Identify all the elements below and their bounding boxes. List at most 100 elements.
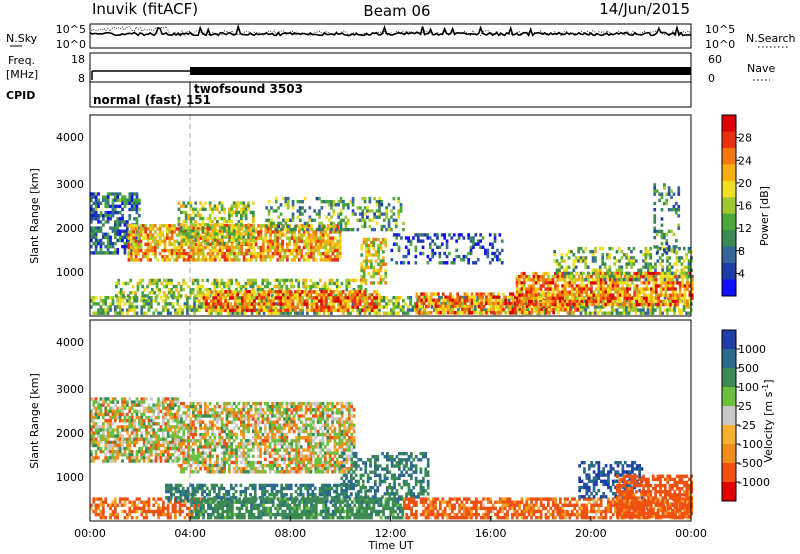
heatmap-cell <box>180 226 183 230</box>
heatmap-cell <box>142 503 146 507</box>
heatmap-cell <box>324 239 328 243</box>
heatmap-cell <box>133 500 136 504</box>
heatmap-cell <box>266 248 270 253</box>
heatmap-cell <box>279 296 283 300</box>
heatmap-cell <box>319 278 322 283</box>
heatmap-cell <box>596 305 600 309</box>
heatmap-cell <box>633 287 636 291</box>
heatmap-cell <box>145 311 148 315</box>
heatmap-cell <box>678 299 682 304</box>
heatmap-cell <box>130 227 133 231</box>
heatmap-cell <box>594 250 597 254</box>
heatmap-cell <box>367 259 371 263</box>
heatmap-cell <box>130 500 134 504</box>
heatmap-cell <box>174 296 177 300</box>
heatmap-cell <box>127 255 131 259</box>
heatmap-cell <box>438 245 442 249</box>
heatmap-cell <box>602 290 605 294</box>
heatmap-cell <box>102 198 105 202</box>
heatmap-cell <box>187 245 191 250</box>
heatmap-cell <box>185 236 188 240</box>
heatmap-cell <box>123 248 127 252</box>
heatmap-cell <box>295 278 298 283</box>
heatmap-cell <box>288 239 292 243</box>
heatmap-cell <box>654 274 657 279</box>
heatmap-cell <box>632 277 636 282</box>
heatmap-cell <box>532 278 536 282</box>
heatmap-cell <box>594 275 598 279</box>
heatmap-cell <box>476 239 480 243</box>
heatmap-cell <box>262 239 265 243</box>
heatmap-cell <box>457 236 461 240</box>
heatmap-cell <box>123 220 127 224</box>
heatmap-cell <box>335 278 339 283</box>
heatmap-cell <box>668 305 672 309</box>
heatmap-cell <box>233 302 237 306</box>
heatmap-cell <box>314 230 318 234</box>
heatmap-cell <box>240 216 243 221</box>
heatmap-cell <box>118 229 122 233</box>
heatmap-cell <box>226 305 230 309</box>
heatmap-cell <box>187 252 191 256</box>
heatmap-cell <box>99 248 103 252</box>
heatmap-cell <box>170 233 174 237</box>
heatmap-cell <box>673 305 676 309</box>
heatmap-cell <box>187 226 190 230</box>
heatmap-cell <box>577 259 580 263</box>
heatmap-cell <box>302 281 305 286</box>
heatmap-cell <box>662 287 665 291</box>
heatmap-cell <box>92 251 96 255</box>
colorbar-swatch <box>722 246 736 264</box>
heatmap-cell <box>475 311 479 315</box>
heatmap-cell <box>597 293 600 297</box>
heatmap-cell <box>637 277 640 282</box>
heatmap-cell <box>245 299 249 303</box>
heatmap-cell <box>170 236 174 240</box>
heatmap-cell <box>530 293 533 297</box>
heatmap-cell <box>360 275 364 279</box>
heatmap-cell <box>572 253 576 257</box>
heatmap-cell <box>235 213 238 218</box>
heatmap-cell <box>361 209 364 213</box>
heatmap-cell <box>155 278 159 283</box>
heatmap-cell <box>375 221 379 226</box>
heatmap-cell <box>377 247 380 251</box>
heatmap-cell <box>561 284 564 288</box>
heatmap-cell <box>324 252 328 256</box>
freq-label-line1: Freq. <box>8 54 35 67</box>
colorbar-swatch <box>722 131 736 149</box>
heatmap-cell <box>248 305 252 309</box>
heatmap-cell <box>127 233 131 237</box>
heatmap-cell <box>142 230 145 234</box>
heatmap-cell <box>367 250 371 254</box>
heatmap-cell <box>137 252 140 256</box>
heatmap-cell <box>579 271 583 276</box>
heatmap-cell <box>208 288 212 292</box>
heatmap-cell <box>314 233 318 237</box>
heatmap-cell <box>632 262 636 266</box>
heatmap-cell <box>244 284 248 289</box>
heatmap-cell <box>356 227 360 232</box>
heatmap-cell <box>520 290 524 294</box>
heatmap-cell <box>585 287 588 291</box>
heatmap-cell <box>327 218 331 222</box>
heatmap-cell <box>193 311 196 315</box>
heatmap-cell <box>667 229 671 234</box>
heatmap-cell <box>678 284 682 288</box>
heatmap-cell <box>370 209 374 213</box>
heatmap-cell <box>257 233 260 237</box>
heatmap-cell <box>220 207 224 211</box>
heatmap-cell <box>223 281 226 286</box>
heatmap-cell <box>520 296 524 301</box>
heatmap-cell <box>534 287 538 291</box>
heatmap-cell <box>501 307 505 312</box>
heatmap-cell <box>307 252 311 256</box>
heatmap-cell <box>518 311 522 315</box>
heatmap-cell <box>286 242 289 247</box>
heatmap-cell <box>375 302 379 306</box>
heatmap-cell <box>166 236 169 240</box>
heatmap-cell <box>142 305 146 309</box>
heatmap-cell <box>558 290 562 294</box>
heatmap-cell <box>298 308 302 313</box>
heatmap-cell <box>278 245 282 250</box>
